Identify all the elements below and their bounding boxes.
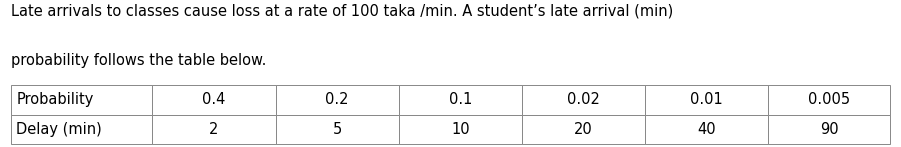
Text: 0.1: 0.1 (449, 92, 472, 107)
Text: 2: 2 (209, 122, 219, 137)
Text: Probability: Probability (16, 92, 94, 107)
Text: 20: 20 (574, 122, 593, 137)
Text: 0.02: 0.02 (567, 92, 600, 107)
Text: 10: 10 (451, 122, 469, 137)
Text: Late arrivals to classes cause loss at a rate of 100 taka /min. A student’s late: Late arrivals to classes cause loss at a… (11, 4, 673, 19)
Text: 90: 90 (820, 122, 839, 137)
Text: 0.2: 0.2 (325, 92, 349, 107)
Text: probability follows the table below.: probability follows the table below. (11, 53, 266, 68)
Text: 0.4: 0.4 (203, 92, 226, 107)
Text: 0.005: 0.005 (808, 92, 851, 107)
Text: 0.01: 0.01 (690, 92, 723, 107)
Text: 40: 40 (697, 122, 715, 137)
Text: 5: 5 (332, 122, 341, 137)
Text: Delay (min): Delay (min) (16, 122, 102, 137)
